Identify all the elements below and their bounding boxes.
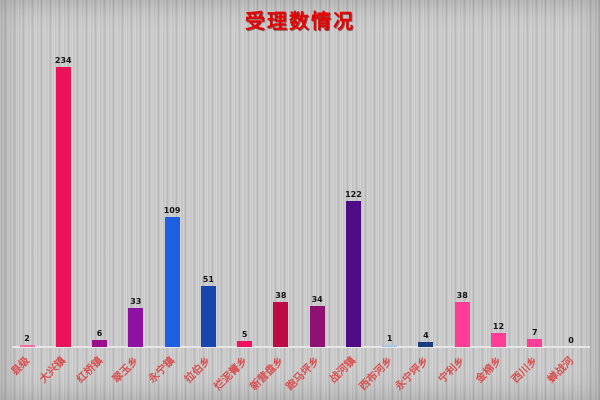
bar-value-label: 0 <box>568 336 574 345</box>
bar <box>454 302 470 347</box>
bar <box>237 341 253 347</box>
bar-value-label: 2 <box>24 334 30 343</box>
bar <box>345 201 361 347</box>
bar-value-label: 38 <box>456 291 468 300</box>
bar-value-label: 109 <box>163 206 181 215</box>
bar <box>19 345 35 347</box>
bar <box>200 286 216 347</box>
bar-value-label: 51 <box>202 275 214 284</box>
bar-value-label: 5 <box>241 330 248 339</box>
bar-value-label: 122 <box>345 190 362 199</box>
bar <box>491 333 506 347</box>
bar <box>309 306 325 347</box>
bar <box>128 308 144 347</box>
bar-value-label: 234 <box>54 56 72 65</box>
bar <box>273 302 289 347</box>
bar-value-label: 38 <box>275 291 287 300</box>
bar <box>164 217 180 347</box>
bar-value-label: 4 <box>423 331 429 340</box>
bar-value-label: 33 <box>130 297 142 306</box>
bar-value-label: 1 <box>386 334 393 343</box>
bar-value-label: 34 <box>311 295 323 304</box>
bar-value-label: 7 <box>531 328 538 337</box>
bar <box>382 345 398 347</box>
x-axis-line <box>12 346 590 348</box>
chart-title: 受理数情况 <box>245 9 355 33</box>
bar-value-label: 6 <box>96 329 103 338</box>
bar <box>55 67 71 347</box>
bar <box>92 340 108 347</box>
bar <box>527 339 543 347</box>
bar-value-label: 12 <box>492 322 505 331</box>
bar <box>418 342 434 347</box>
